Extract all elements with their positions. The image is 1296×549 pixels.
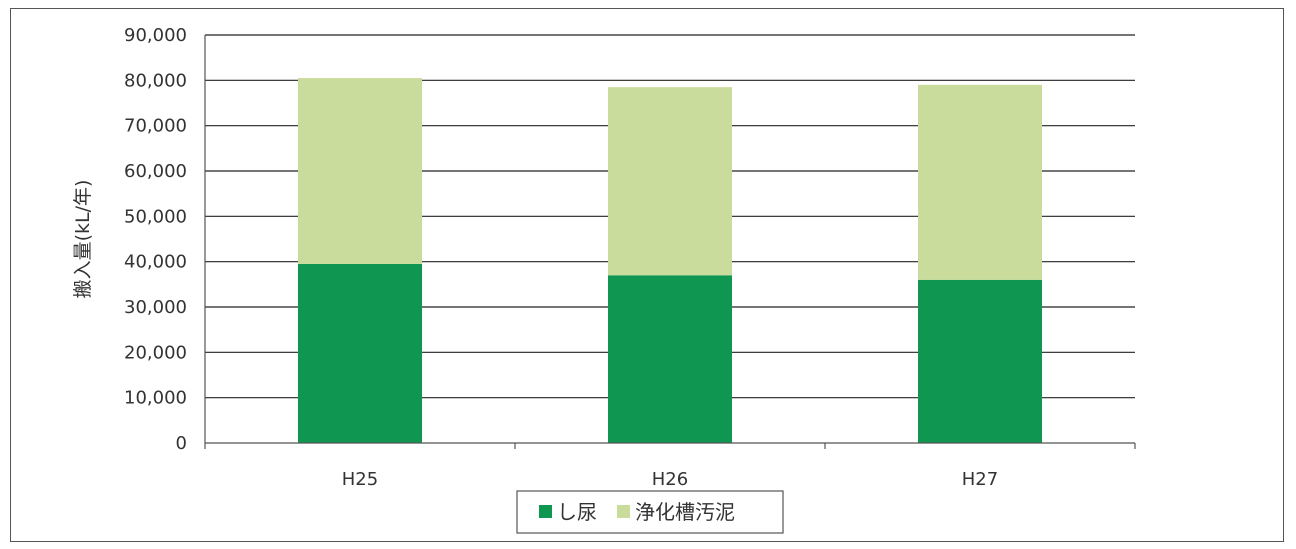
x-tick-label: H26 xyxy=(652,469,688,490)
y-tick-label: 60,000 xyxy=(124,161,187,182)
y-tick-label: 10,000 xyxy=(124,388,187,409)
bar-segment xyxy=(298,263,422,443)
bar-segment xyxy=(608,275,732,443)
bars xyxy=(298,78,1042,443)
bar-segment xyxy=(298,78,422,264)
legend-label: 浄化槽汚泥 xyxy=(635,500,735,524)
y-tick-label: 90,000 xyxy=(124,25,187,46)
bar-segment xyxy=(918,84,1042,280)
x-tick-label: H25 xyxy=(342,469,378,490)
x-tick-label: H27 xyxy=(962,469,998,490)
bar-segment xyxy=(608,87,732,276)
bar-segment xyxy=(918,279,1042,443)
legend-items: し尿 浄化槽汚泥 xyxy=(539,500,735,524)
y-tick-label: 40,000 xyxy=(124,252,187,273)
legend: し尿 浄化槽汚泥 xyxy=(516,490,784,534)
axes xyxy=(204,35,1136,449)
y-tick-label: 80,000 xyxy=(124,70,187,91)
y-tick-label: 30,000 xyxy=(124,297,187,318)
y-axis-label: 搬入量(kL/年) xyxy=(72,180,94,299)
chart-frame: 0 10,000 20,000 30,000 40,000 50,000 60,000 70,… xyxy=(10,8,1284,542)
legend-swatch xyxy=(539,505,552,518)
legend-label: し尿 xyxy=(557,500,597,524)
y-tick-label: 20,000 xyxy=(124,342,187,363)
stacked-bar-chart: 0 10,000 20,000 30,000 40,000 50,000 60,000 70,… xyxy=(72,25,1136,534)
legend-swatch xyxy=(617,505,630,518)
y-tick-label: 0 xyxy=(176,433,187,454)
y-tick-labels: 0 10,000 20,000 30,000 40,000 50,000 60,000 70,… xyxy=(124,25,187,454)
y-tick-label: 70,000 xyxy=(124,116,187,137)
legend-box xyxy=(516,490,784,534)
y-tick-label: 50,000 xyxy=(124,206,187,227)
x-tick-labels: H25 H26 H27 xyxy=(342,469,998,490)
